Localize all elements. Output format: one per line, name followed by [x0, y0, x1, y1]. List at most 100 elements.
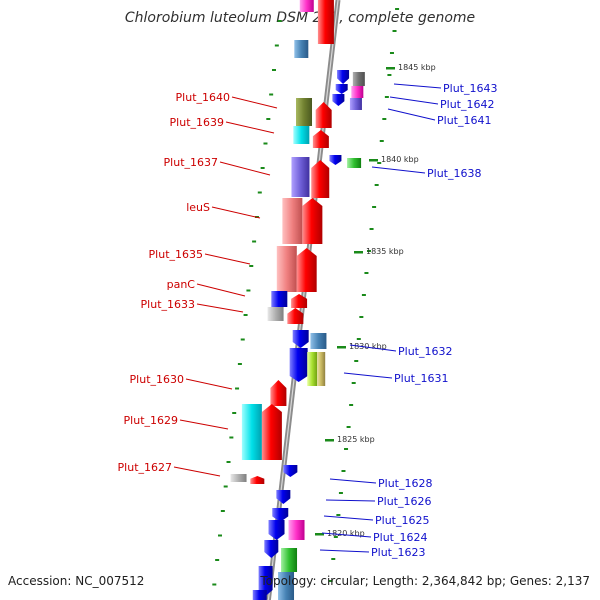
gene-label: Plut_1632: [398, 345, 452, 358]
gene-arrow: [250, 476, 265, 484]
kbp-tick: [386, 67, 395, 70]
leader-line: [393, 83, 442, 89]
tick-dash: [372, 206, 377, 208]
tick-dash: [377, 162, 382, 164]
gene-block: [352, 72, 365, 86]
gene-block: [310, 333, 327, 349]
gene-block: [296, 98, 313, 126]
gene-block: [294, 40, 309, 58]
tick-dash: [243, 314, 248, 316]
tick-dash: [367, 250, 371, 252]
leader-line: [389, 96, 439, 105]
leader-line: [204, 253, 251, 265]
gene-label: Plut_1625: [375, 514, 429, 527]
gene-arrow: [272, 508, 289, 522]
tick-dash: [215, 559, 220, 561]
gene-arrow: [302, 198, 323, 244]
gene-block: [282, 198, 303, 244]
leader-line: [185, 378, 233, 390]
gene-block: [291, 157, 310, 197]
gene-block: [267, 307, 284, 321]
gene-arrow: [291, 294, 308, 308]
gene-block: [347, 158, 362, 168]
kbp-label: 1825 kbp: [337, 435, 375, 444]
gene-label: Plut_1623: [371, 546, 425, 559]
gene-label: leuS: [186, 201, 210, 214]
tick-dash: [361, 294, 366, 296]
tick-dash: [249, 265, 254, 267]
kbp-label: 1840 kbp: [381, 155, 419, 164]
tick-dash: [226, 461, 231, 463]
gene-arrow: [261, 404, 282, 460]
gene-block: [351, 86, 364, 98]
leader-line: [349, 344, 397, 352]
leader-line: [329, 478, 377, 484]
gene-label: Plut_1643: [443, 82, 497, 95]
leader-line: [321, 532, 372, 538]
leader-line: [196, 303, 244, 313]
tick-dash: [338, 492, 343, 494]
tick-dash: [374, 184, 379, 186]
gene-block: [278, 572, 295, 600]
gene-arrow: [292, 330, 309, 348]
leader-line: [219, 161, 271, 176]
kbp-label: 1820 kbp: [327, 529, 365, 538]
gene-arrow: [337, 70, 350, 84]
tick-dash: [344, 448, 349, 450]
leader-line: [371, 166, 426, 174]
gene-arrow: [287, 308, 304, 324]
gene-arrow: [296, 248, 317, 292]
gene-label: Plut_1638: [427, 167, 481, 180]
tick-dash: [220, 510, 225, 512]
gene-block: [230, 474, 247, 482]
tick-dash: [237, 363, 242, 365]
kbp-tick: [315, 533, 324, 536]
tick-dash: [389, 52, 394, 54]
tick-dash: [240, 338, 245, 341]
gene-block: [271, 291, 288, 307]
leader-line: [196, 283, 246, 297]
gene-label: Plut_1639: [170, 116, 224, 129]
kbp-tick: [325, 439, 334, 442]
gene-block: [276, 246, 297, 292]
tick-dash: [260, 167, 265, 169]
tick-dash: [328, 580, 333, 582]
tick-dash: [382, 118, 387, 120]
gene-label: Plut_1630: [130, 373, 184, 386]
gene-arrow: [311, 160, 330, 198]
tick-dash: [246, 289, 251, 292]
gene-label: Plut_1627: [118, 461, 172, 474]
gene-label: Plut_1629: [124, 414, 178, 427]
gene-block: [307, 352, 318, 386]
kbp-tick: [337, 346, 346, 349]
tick-dash: [356, 338, 361, 340]
gene-arrow: [289, 348, 308, 382]
gene-label: Plut_1642: [440, 98, 494, 111]
kbp-tick: [369, 159, 378, 162]
leader-line: [211, 206, 261, 219]
kbp-label: 1830 kbp: [349, 342, 387, 351]
tick-dash: [336, 514, 341, 516]
tick-dash: [269, 93, 274, 96]
gene-arrow: [276, 490, 291, 504]
gene-label: panC: [167, 278, 196, 291]
leader-line: [319, 549, 370, 553]
leader-line: [173, 466, 221, 477]
kbp-tick: [354, 251, 363, 254]
leader-line: [387, 108, 436, 121]
tick-dash: [212, 583, 217, 586]
gene-arrow: [258, 566, 273, 596]
gene-block: [288, 520, 305, 540]
tick-dash: [351, 382, 356, 384]
tick-dash: [349, 404, 354, 406]
tick-dash: [232, 412, 237, 414]
leader-line: [231, 96, 278, 109]
gene-arrow: [283, 465, 298, 477]
tick-dash: [217, 534, 222, 537]
gene-arrow: [268, 520, 285, 540]
leader-line: [225, 121, 275, 134]
tick-dash: [364, 272, 369, 274]
gene-label: Plut_1626: [377, 495, 431, 508]
tick-dash: [263, 142, 268, 145]
